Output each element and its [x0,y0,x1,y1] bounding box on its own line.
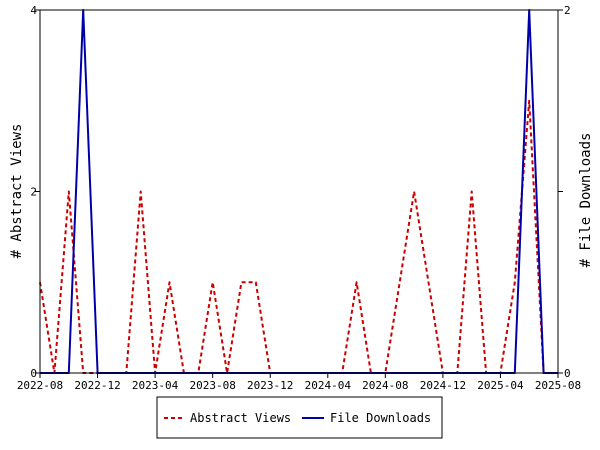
legend-label-file-downloads: File Downloads [330,411,431,425]
x-tick-label: 2023-12 [247,379,293,392]
y-left-tick-label: 4 [30,4,37,17]
x-tick-label: 2025-04 [477,379,524,392]
x-tick-label: 2024-04 [305,379,352,392]
x-tick-label: 2023-04 [132,379,179,392]
legend-box [156,396,443,439]
y-left-tick-label: 0 [30,367,37,380]
legend-label-abstract-views: Abstract Views [190,411,291,425]
y-left-tick-label: 2 [30,186,37,199]
x-tick-label: 2024-12 [420,379,466,392]
y-right-tick-label: 0 [564,367,571,380]
x-tick-label: 2025-08 [535,379,581,392]
y-axis-right: 02 [558,4,571,380]
y-axis-right-title: # File Downloads [578,133,594,268]
x-tick-label: 2023-08 [189,379,235,392]
y-right-tick-label: 2 [564,4,571,17]
x-tick-label: 2024-08 [362,379,408,392]
x-tick-label: 2022-08 [17,379,63,392]
y-axis-left: 0 2 4 [30,4,40,380]
y-axis-left-title: # Abstract Views [9,124,25,259]
x-axis: 2022-08 2022-12 2023-04 2023-08 2023-12 2024-… [17,373,581,392]
legend: Abstract Views File Downloads [156,396,443,439]
x-tick-label: 2022-12 [74,379,120,392]
